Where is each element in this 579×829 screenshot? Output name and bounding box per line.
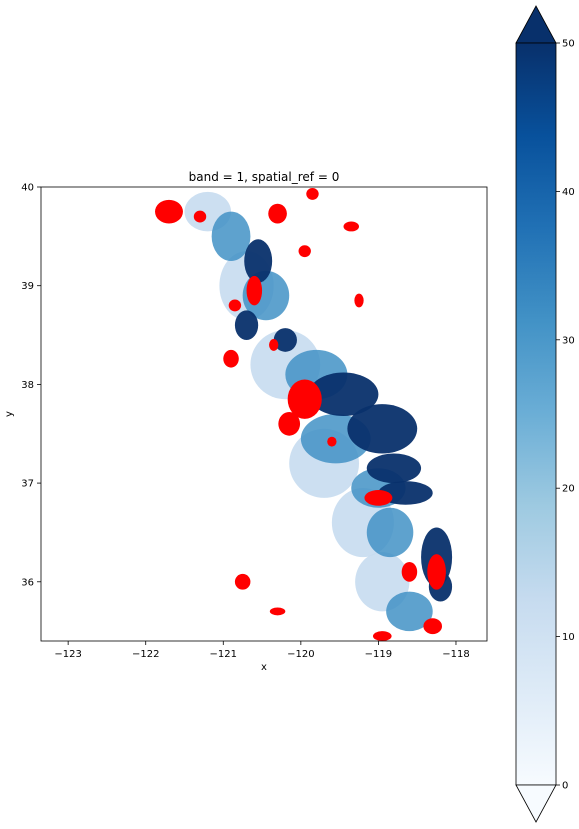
- x-tick-label: −121: [210, 649, 237, 660]
- colorbar-tick-label: 40: [562, 187, 575, 198]
- colorbar-tick-label: 30: [562, 335, 575, 346]
- chart-title: band = 1, spatial_ref = 0: [189, 170, 340, 184]
- high-value-region: [366, 453, 422, 484]
- colorbar: 0 10 20 30 40 50: [515, 5, 575, 823]
- high-value-region: [347, 404, 418, 454]
- overlay-region: [246, 275, 263, 306]
- x-axis-label: x: [261, 662, 267, 673]
- colorbar-tick-label: 50: [562, 39, 575, 50]
- medium-value-region: [386, 591, 433, 632]
- colorbar-ticks: 0 10 20 30 40 50: [556, 39, 575, 792]
- overlay-region: [354, 293, 364, 308]
- overlay-region: [401, 562, 418, 582]
- overlay-region: [372, 631, 392, 641]
- colorbar-gradient: [515, 42, 557, 786]
- overlay-region: [278, 412, 301, 436]
- overlay-region: [228, 299, 242, 312]
- medium-value-region: [211, 211, 251, 262]
- y-tick-label: 37: [21, 479, 34, 490]
- overlay-region: [269, 607, 286, 616]
- overlay-region: [423, 618, 443, 635]
- colorbar-extend-min: [515, 784, 557, 823]
- high-value-region: [308, 372, 379, 416]
- overlay-region: [298, 245, 311, 258]
- x-axis: −123 −122 −121 −120 −119 −118: [54, 641, 470, 660]
- high-value-region: [234, 310, 259, 340]
- overlay-region: [427, 554, 446, 590]
- overlay-region: [155, 199, 183, 224]
- overlay-region: [327, 436, 337, 447]
- plot-area: [40, 186, 488, 642]
- plot-frame: [40, 186, 488, 642]
- colorbar-tick-label: 10: [562, 632, 575, 643]
- raster-layer: [155, 187, 453, 641]
- overlay-region: [287, 379, 322, 419]
- y-axis: 36 37 38 39 40: [21, 183, 41, 588]
- y-axis-label: y: [4, 411, 15, 417]
- medium-value-region: [366, 507, 414, 558]
- colorbar-tick-label: 0: [562, 781, 568, 792]
- overlay-region: [269, 338, 279, 351]
- y-tick-label: 39: [21, 281, 34, 292]
- high-value-region: [273, 328, 297, 352]
- colorbar-extend-max: [515, 5, 557, 44]
- x-tick-label: −119: [365, 649, 392, 660]
- overlay-region: [223, 349, 239, 368]
- overlay-region: [234, 573, 251, 590]
- overlay-region: [306, 187, 319, 200]
- overlay-region: [343, 221, 360, 232]
- overlay-region: [193, 210, 207, 223]
- x-tick-label: −120: [287, 649, 314, 660]
- y-tick-label: 38: [21, 380, 34, 391]
- y-tick-label: 40: [21, 183, 34, 194]
- colorbar-tick-label: 20: [562, 484, 575, 495]
- high-value-region: [244, 239, 273, 283]
- y-tick-label: 36: [21, 577, 34, 588]
- x-tick-label: −122: [132, 649, 159, 660]
- x-tick-label: −118: [442, 649, 469, 660]
- overlay-region: [268, 203, 287, 224]
- x-tick-label: −123: [54, 649, 81, 660]
- overlay-region: [364, 489, 393, 506]
